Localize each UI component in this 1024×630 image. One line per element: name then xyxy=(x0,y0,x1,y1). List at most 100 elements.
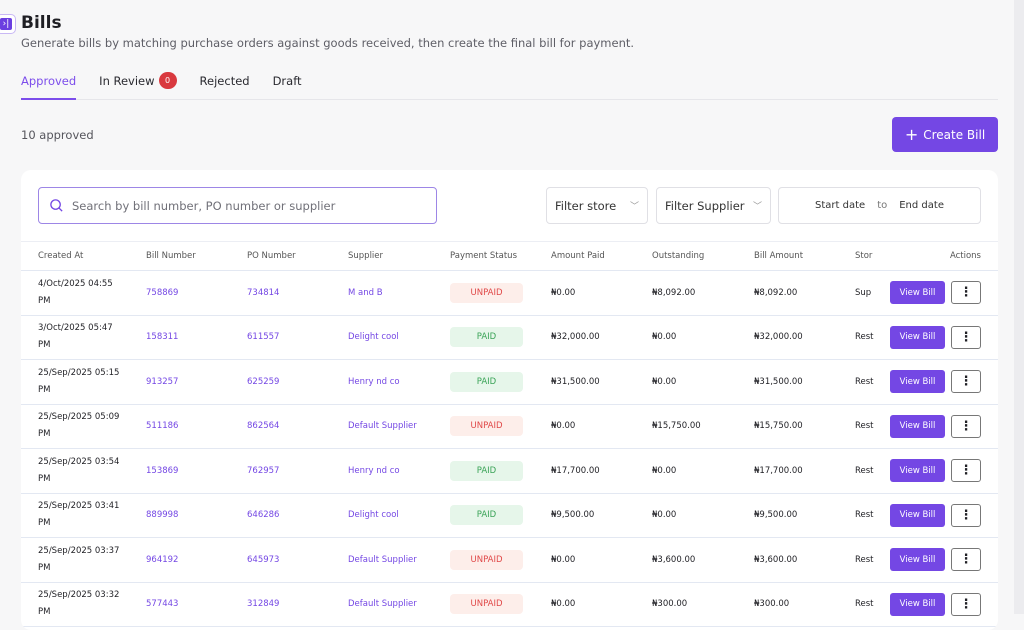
created-at: 25/Sep/2025 05:15 PM xyxy=(21,359,146,405)
supplier-link[interactable]: Default Supplier xyxy=(348,404,450,449)
tab-label: Rejected xyxy=(199,74,250,88)
bill-number-link[interactable]: 913257 xyxy=(146,359,247,405)
column-header: Bill Number xyxy=(146,241,247,271)
view-bill-button[interactable]: View Bill xyxy=(890,503,945,527)
supplier-link[interactable]: Henry nd co xyxy=(348,448,450,494)
more-options-icon[interactable]: ⋮ xyxy=(951,459,981,483)
table-header-row: Created At Bill Number PO Number Supplier Pa… xyxy=(21,241,998,271)
column-header: Outstanding xyxy=(652,241,754,271)
tab-label: Draft xyxy=(272,74,302,88)
store: Rest xyxy=(855,359,885,405)
actions-cell: View Bill ⋮ xyxy=(885,448,998,494)
view-bill-button[interactable]: View Bill xyxy=(890,414,945,438)
column-header: PO Number xyxy=(247,241,348,271)
supplier-link[interactable]: Delight cool xyxy=(348,493,450,538)
outstanding: ₦300.00 xyxy=(652,582,754,627)
actions-cell: View Bill ⋮ xyxy=(885,582,998,627)
sidebar-toggle-button[interactable]: ›| xyxy=(0,14,16,34)
bill-amount: ₦8,092.00 xyxy=(754,270,855,316)
status-badge: PAID xyxy=(450,505,523,526)
amount-paid: ₦0.00 xyxy=(551,270,652,316)
bill-amount: ₦17,700.00 xyxy=(754,448,855,494)
supplier-link[interactable]: Default Supplier xyxy=(348,582,450,627)
column-header: Payment Status xyxy=(450,241,551,271)
table-row: 25/Sep/2025 03:41 PM 889998 646286 Delig… xyxy=(21,493,998,538)
po-number-link[interactable]: 646286 xyxy=(247,493,348,538)
bill-number-link[interactable]: 964192 xyxy=(146,537,247,583)
bill-number-link[interactable]: 889998 xyxy=(146,493,247,538)
bill-number-link[interactable]: 158311 xyxy=(146,315,247,360)
tab-label: Approved xyxy=(21,74,77,88)
bill-number-link[interactable]: 577443 xyxy=(146,582,247,627)
outstanding: ₦3,600.00 xyxy=(652,537,754,583)
status-badge: UNPAID xyxy=(450,594,523,615)
view-bill-button[interactable]: View Bill xyxy=(890,592,945,616)
view-bill-button[interactable]: View Bill xyxy=(890,548,945,572)
search-field[interactable] xyxy=(38,187,437,224)
po-number-link[interactable]: 862564 xyxy=(247,404,348,449)
tab-approved[interactable]: Approved xyxy=(21,74,77,100)
bill-amount: ₦3,600.00 xyxy=(754,537,855,583)
create-bill-button[interactable]: + Create Bill xyxy=(892,117,998,152)
payment-status-cell: UNPAID xyxy=(450,270,551,316)
payment-status-cell: PAID xyxy=(450,493,551,538)
status-badge: UNPAID xyxy=(450,416,523,437)
filter-supplier-select[interactable]: Filter Supplier ﹀ xyxy=(656,187,771,224)
view-bill-button[interactable]: View Bill xyxy=(890,281,945,305)
bill-number-link[interactable]: 758869 xyxy=(146,270,247,316)
filter-store-label: Filter store xyxy=(555,198,617,213)
more-options-icon[interactable]: ⋮ xyxy=(951,592,981,616)
supplier-link[interactable]: Henry nd co xyxy=(348,359,450,405)
status-badge: PAID xyxy=(450,460,523,481)
more-options-icon[interactable]: ⋮ xyxy=(951,370,981,394)
po-number-link[interactable]: 645973 xyxy=(247,537,348,583)
bill-number-link[interactable]: 511186 xyxy=(146,404,247,449)
end-date-input[interactable]: End date xyxy=(899,200,944,211)
status-badge: UNPAID xyxy=(450,549,523,570)
column-header: Bill Amount xyxy=(754,241,855,271)
table-row: 3/Oct/2025 05:47 PM 158311 611557 Deligh… xyxy=(21,315,998,360)
store: Rest xyxy=(855,448,885,494)
search-input[interactable] xyxy=(72,198,412,213)
more-options-icon[interactable]: ⋮ xyxy=(951,414,981,438)
store: Rest xyxy=(855,582,885,627)
created-at: 3/Oct/2025 05:47 PM xyxy=(21,315,146,360)
po-number-link[interactable]: 611557 xyxy=(247,315,348,360)
store: Rest xyxy=(855,493,885,538)
supplier-link[interactable]: Default Supplier xyxy=(348,537,450,583)
table-row: 4/Oct/2025 04:55 PM 758869 734814 M and … xyxy=(21,270,998,316)
view-bill-button[interactable]: View Bill xyxy=(890,459,945,483)
more-options-icon[interactable]: ⋮ xyxy=(951,503,981,527)
po-number-link[interactable]: 734814 xyxy=(247,270,348,316)
created-at: 25/Sep/2025 03:54 PM xyxy=(21,448,146,494)
tab-in-review[interactable]: In Review 0 xyxy=(99,72,177,100)
view-bill-button[interactable]: View Bill xyxy=(890,325,945,349)
po-number-link[interactable]: 625259 xyxy=(247,359,348,405)
approved-count: 10 approved xyxy=(21,128,94,142)
view-bill-button[interactable]: View Bill xyxy=(890,370,945,394)
po-number-link[interactable]: 312849 xyxy=(247,582,348,627)
supplier-link[interactable]: Delight cool xyxy=(348,315,450,360)
outstanding: ₦0.00 xyxy=(652,448,754,494)
date-range-picker[interactable]: Start date to End date xyxy=(778,187,981,224)
page-scrollbar[interactable] xyxy=(1014,0,1024,614)
created-at: 4/Oct/2025 04:55 PM xyxy=(21,270,146,316)
start-date-input[interactable]: Start date xyxy=(815,200,866,211)
supplier-link[interactable]: M and B xyxy=(348,270,450,316)
payment-status-cell: UNPAID xyxy=(450,537,551,583)
more-options-icon[interactable]: ⋮ xyxy=(951,325,981,349)
bill-number-link[interactable]: 153869 xyxy=(146,448,247,494)
bill-amount: ₦300.00 xyxy=(754,582,855,627)
filter-store-select[interactable]: Filter store ﹀ xyxy=(546,187,648,224)
actions-cell: View Bill ⋮ xyxy=(885,404,998,449)
actions-cell: View Bill ⋮ xyxy=(885,315,998,360)
table-row: 25/Sep/2025 05:09 PM 511186 862564 Defau… xyxy=(21,404,998,449)
payment-status-cell: PAID xyxy=(450,359,551,405)
outstanding: ₦15,750.00 xyxy=(652,404,754,449)
more-options-icon[interactable]: ⋮ xyxy=(951,281,981,305)
more-options-icon[interactable]: ⋮ xyxy=(951,548,981,572)
store: Rest xyxy=(855,537,885,583)
tab-rejected[interactable]: Rejected xyxy=(200,74,250,100)
po-number-link[interactable]: 762957 xyxy=(247,448,348,494)
tab-draft[interactable]: Draft xyxy=(273,74,302,100)
